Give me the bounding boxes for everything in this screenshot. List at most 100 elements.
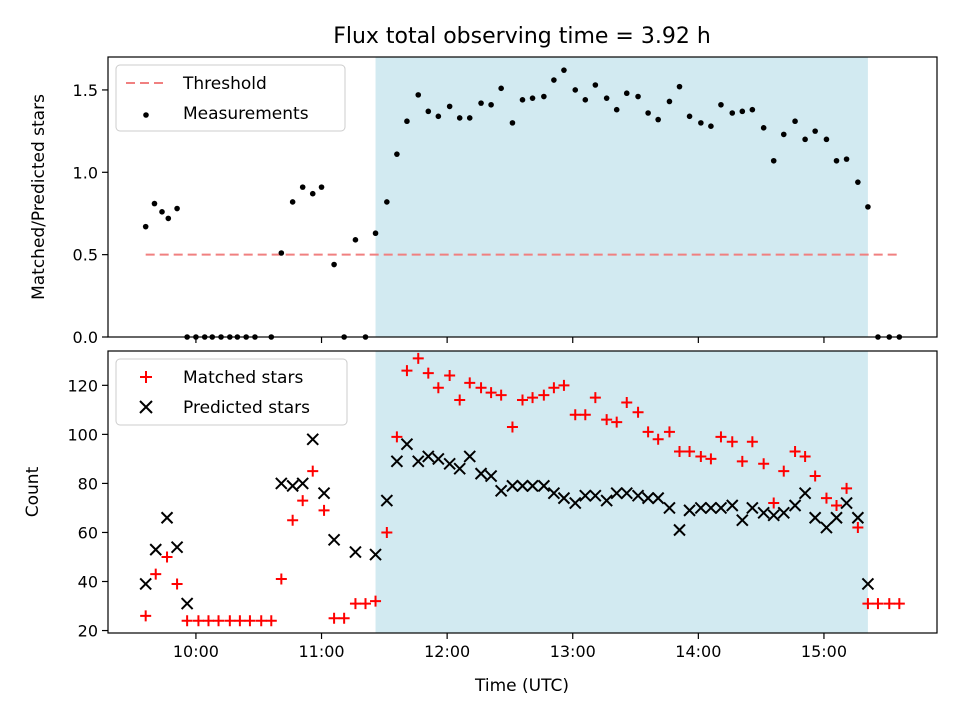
matched-point <box>422 367 434 379</box>
measurement-point <box>372 230 379 237</box>
predicted-point <box>494 484 508 497</box>
measurement-point <box>384 199 390 205</box>
matched-point <box>359 598 371 610</box>
measurement-point <box>159 209 165 215</box>
predicted-point <box>170 540 184 554</box>
measurement-point <box>318 184 325 190</box>
matched-point <box>872 598 884 610</box>
matched-point <box>318 504 330 516</box>
legend-label: Predicted stars <box>183 398 310 418</box>
matched-point <box>381 526 393 538</box>
predicted-point <box>422 450 435 463</box>
predicted-point <box>275 477 288 490</box>
measurement-point <box>855 179 861 185</box>
predicted-point <box>808 511 822 524</box>
measurement-point <box>174 205 180 212</box>
measurement-point <box>729 110 736 116</box>
measurement-point <box>478 100 484 106</box>
chart-title: Flux total observing time = 3.92 h <box>333 24 711 49</box>
matched-point <box>799 450 811 462</box>
matched-point <box>475 382 487 394</box>
matched-point <box>454 394 466 406</box>
predicted-point <box>820 521 833 534</box>
predicted-point <box>516 479 529 493</box>
matched-point <box>307 465 319 477</box>
matched-point <box>548 382 560 394</box>
matched-point <box>432 382 444 394</box>
measurement-point <box>655 116 661 123</box>
matched-point <box>412 352 424 364</box>
measurement-point <box>749 106 756 113</box>
x-tick-label: 12:00 <box>424 642 470 661</box>
predicted-point <box>286 479 299 493</box>
predicted-point <box>746 501 759 515</box>
shaded-span <box>375 351 868 633</box>
predicted-point <box>390 455 404 468</box>
measurement-point <box>833 157 840 164</box>
predicted-point <box>400 437 414 451</box>
measurement-point <box>446 103 453 110</box>
matched-point <box>841 482 853 494</box>
predicted-point <box>788 499 802 512</box>
predicted-point <box>851 511 865 524</box>
predicted-point <box>673 523 686 537</box>
matched-point <box>140 610 152 622</box>
legend-label: Threshold <box>182 74 267 94</box>
predicted-point <box>767 509 780 522</box>
matched-point <box>652 433 664 445</box>
y-tick-label: 1.5 <box>73 81 98 100</box>
predicted-point <box>463 450 476 463</box>
matched-point <box>401 365 413 377</box>
measurement-point <box>352 237 359 243</box>
measurement-point <box>592 82 599 88</box>
predicted-point <box>600 494 613 507</box>
measurement-point <box>686 113 693 120</box>
matched-point <box>391 431 403 443</box>
measurement-point <box>760 125 767 131</box>
matched-point <box>642 426 654 438</box>
predicted-point <box>432 452 445 466</box>
matched-point <box>558 379 570 391</box>
matched-point <box>495 389 507 401</box>
x-tick-label: 14:00 <box>675 642 721 661</box>
y-tick-label: 20 <box>78 622 98 641</box>
legend-box <box>115 358 348 426</box>
matched-point <box>171 578 183 590</box>
predicted-point <box>631 489 645 502</box>
predicted-point <box>474 467 488 480</box>
matched-point <box>809 470 821 482</box>
top-panel: 0.0 0.5 1.0 1.5 Matched/Predicted stars Thres… <box>29 56 938 347</box>
predicted-point <box>830 511 843 524</box>
measurement-point <box>488 101 494 108</box>
measurement-point <box>676 83 683 90</box>
measurement-point <box>645 110 651 116</box>
y-tick-label: 0.0 <box>73 328 98 347</box>
y-axis-label: Matched/Predicted stars <box>29 94 49 300</box>
measurement-point <box>404 118 410 125</box>
predicted-point <box>149 543 162 556</box>
matched-point <box>569 409 581 421</box>
predicted-point <box>683 504 696 517</box>
matched-point <box>338 612 350 624</box>
legend: Matched stars Predicted stars <box>115 358 348 426</box>
predicted-point <box>714 501 728 515</box>
legend-measurements-marker <box>143 112 149 118</box>
predicted-point <box>296 477 309 490</box>
matched-point <box>150 568 162 580</box>
matched-point <box>883 598 895 610</box>
predicted-point <box>557 491 571 505</box>
matched-point <box>862 598 874 610</box>
predicted-point <box>327 533 341 547</box>
measurement-point <box>151 200 158 207</box>
predicted-point <box>160 511 174 524</box>
matched-point <box>852 522 864 534</box>
matched-point <box>674 446 686 458</box>
measurement-point <box>278 250 285 256</box>
predicted-point <box>349 545 362 559</box>
axes-frame <box>107 350 938 634</box>
measurement-point <box>456 115 463 121</box>
matched-point <box>370 595 382 607</box>
measurement-point <box>415 92 422 98</box>
